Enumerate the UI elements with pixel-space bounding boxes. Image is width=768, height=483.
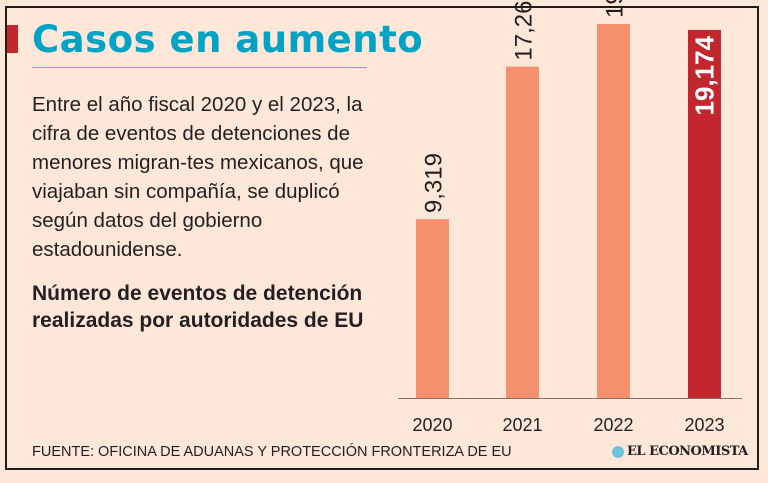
x-tick-label: 2020 xyxy=(412,415,452,435)
x-tick-label: 2023 xyxy=(684,415,724,435)
bar-2020 xyxy=(416,219,449,398)
left-column: Entre el año fiscal 2020 y el 2023, la c… xyxy=(32,90,382,334)
logo: EL ECONOMISTA xyxy=(612,444,748,459)
logo-text: EL ECONOMISTA xyxy=(627,444,748,459)
page-title: Casos en aumento xyxy=(32,18,424,61)
data-label: 19,484 xyxy=(602,0,629,18)
logo-icon xyxy=(612,445,624,458)
bar-2022 xyxy=(597,24,630,398)
title-accent-bar xyxy=(7,25,18,53)
x-tick-label: 2021 xyxy=(502,415,542,435)
intro-text: Entre el año fiscal 2020 y el 2023, la c… xyxy=(32,93,364,261)
chart-title: Número de eventos de detención realizada… xyxy=(32,282,364,332)
bar-2021 xyxy=(506,66,539,398)
source-note: FUENTE: OFICINA DE ADUANAS Y PROTECCIÓN … xyxy=(32,444,512,460)
title-rule xyxy=(32,67,367,68)
bar-2023 xyxy=(688,29,721,398)
x-tick-label: 2022 xyxy=(593,415,633,435)
data-label: 19,174 xyxy=(690,35,720,115)
data-label: 17,264 xyxy=(511,0,538,61)
frame xyxy=(5,6,759,470)
data-label: 9,319 xyxy=(421,153,448,213)
